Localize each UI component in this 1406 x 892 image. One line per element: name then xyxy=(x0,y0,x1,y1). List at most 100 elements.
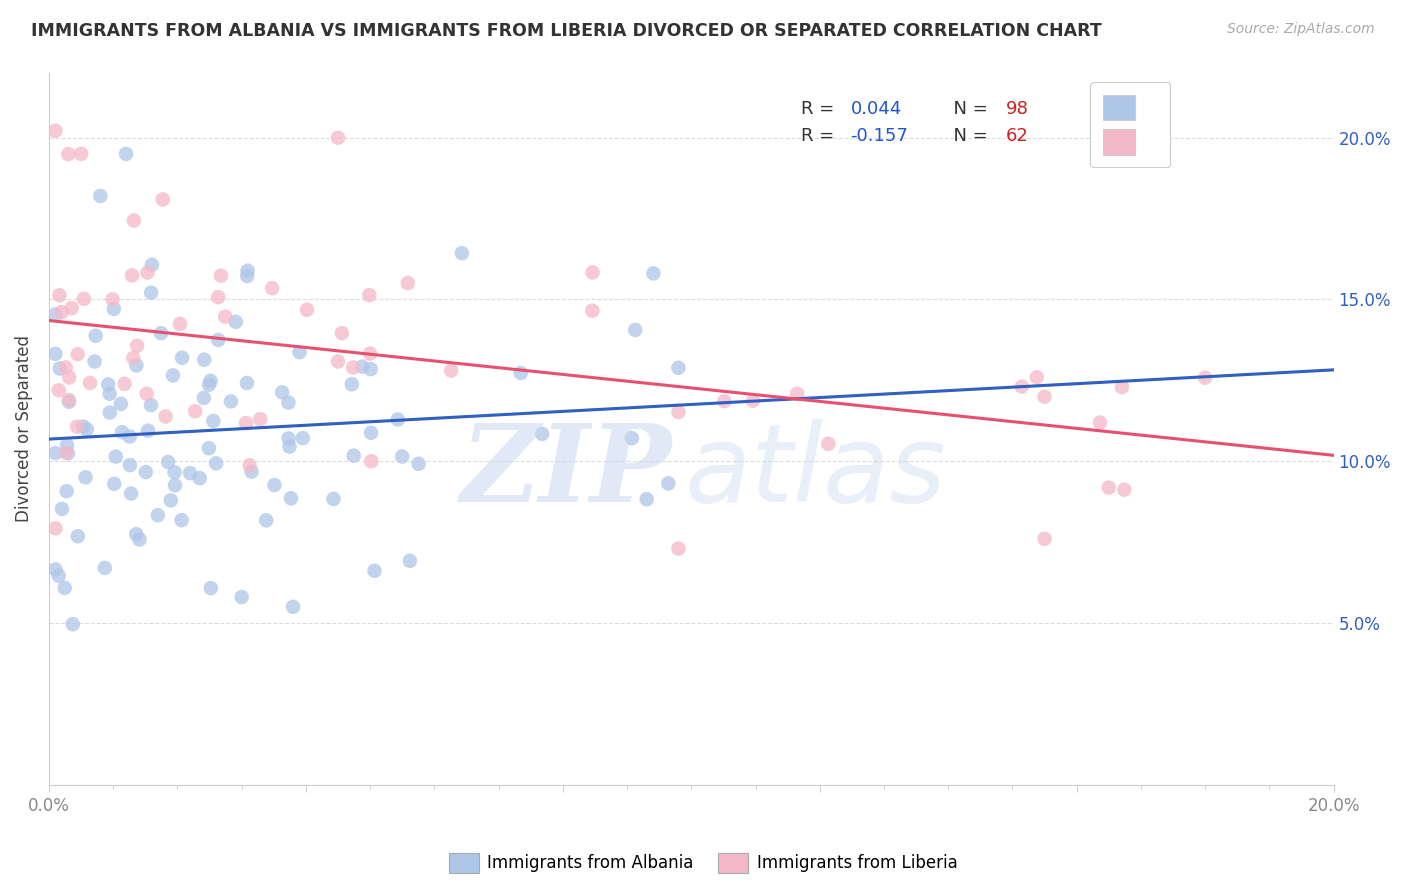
Point xyxy=(219,394,242,409)
Point xyxy=(44,308,66,322)
Point xyxy=(643,267,665,281)
Point xyxy=(236,268,259,283)
Point xyxy=(97,377,120,392)
Point xyxy=(62,617,84,632)
Point xyxy=(391,450,413,464)
Point xyxy=(278,440,301,454)
Point xyxy=(295,302,318,317)
Point xyxy=(188,471,211,485)
Point xyxy=(262,281,284,295)
Point xyxy=(103,476,125,491)
Point xyxy=(44,446,66,460)
Point xyxy=(326,354,349,368)
Point xyxy=(363,564,385,578)
Point xyxy=(128,533,150,547)
Point xyxy=(169,317,191,331)
Point xyxy=(291,431,314,445)
Point xyxy=(249,412,271,426)
Point xyxy=(582,265,605,279)
Point xyxy=(66,347,89,361)
Point xyxy=(136,424,159,438)
Point xyxy=(1033,390,1056,404)
Point xyxy=(236,263,259,277)
Point xyxy=(103,301,125,316)
Point xyxy=(51,502,73,516)
Point xyxy=(101,293,124,307)
Point xyxy=(58,394,80,409)
Point xyxy=(263,478,285,492)
Point xyxy=(179,466,201,480)
Point xyxy=(53,581,76,595)
Point xyxy=(198,441,221,455)
Point xyxy=(713,394,735,409)
Text: N =: N = xyxy=(942,100,993,118)
Point xyxy=(60,301,83,315)
Point xyxy=(668,360,690,375)
Point xyxy=(207,333,229,347)
Point xyxy=(322,491,344,506)
Point xyxy=(360,362,382,376)
Point xyxy=(104,450,127,464)
Point xyxy=(162,368,184,383)
Point xyxy=(66,529,89,543)
Point xyxy=(122,213,145,227)
Point xyxy=(281,599,304,614)
Point xyxy=(408,457,430,471)
Point xyxy=(58,392,80,407)
Text: Source: ZipAtlas.com: Source: ZipAtlas.com xyxy=(1227,22,1375,37)
Legend: Immigrants from Albania, Immigrants from Liberia: Immigrants from Albania, Immigrants from… xyxy=(441,847,965,880)
Point xyxy=(76,422,98,436)
Point xyxy=(277,432,299,446)
Text: 62: 62 xyxy=(1007,127,1029,145)
Point xyxy=(235,416,257,430)
Point xyxy=(1025,370,1047,384)
Point xyxy=(1111,380,1133,394)
Point xyxy=(387,412,409,426)
Point xyxy=(55,446,77,460)
Point xyxy=(135,465,157,479)
Point xyxy=(620,431,643,445)
Point xyxy=(231,590,253,604)
Point xyxy=(668,405,690,419)
Point xyxy=(1194,370,1216,384)
Point xyxy=(170,513,193,527)
Point xyxy=(48,384,70,398)
Point xyxy=(786,386,808,401)
Point xyxy=(240,465,263,479)
Point xyxy=(1088,416,1111,430)
Point xyxy=(72,419,94,434)
Point xyxy=(200,374,222,388)
Point xyxy=(398,554,420,568)
Point xyxy=(343,449,366,463)
Point xyxy=(198,377,221,392)
Point xyxy=(98,406,121,420)
Point xyxy=(742,393,765,408)
Point xyxy=(48,288,70,302)
Point xyxy=(360,425,382,440)
Point xyxy=(184,404,207,418)
Point xyxy=(139,285,162,300)
Point xyxy=(120,486,142,500)
Point xyxy=(94,561,117,575)
Text: -0.157: -0.157 xyxy=(851,127,908,145)
Point xyxy=(200,581,222,595)
Point xyxy=(239,458,262,473)
Point xyxy=(330,326,353,340)
Point xyxy=(359,288,381,302)
Point xyxy=(141,258,163,272)
Point xyxy=(225,315,247,329)
Point xyxy=(668,541,690,556)
Point xyxy=(271,385,294,400)
Text: atlas: atlas xyxy=(685,419,946,524)
Point xyxy=(66,419,89,434)
Point xyxy=(326,130,349,145)
Text: N =: N = xyxy=(942,127,993,145)
Point xyxy=(111,425,134,439)
Point xyxy=(581,303,603,318)
Point xyxy=(342,360,364,375)
Point xyxy=(163,465,186,479)
Point xyxy=(44,521,66,535)
Point xyxy=(207,290,229,304)
Point xyxy=(118,458,141,472)
Point xyxy=(56,446,79,460)
